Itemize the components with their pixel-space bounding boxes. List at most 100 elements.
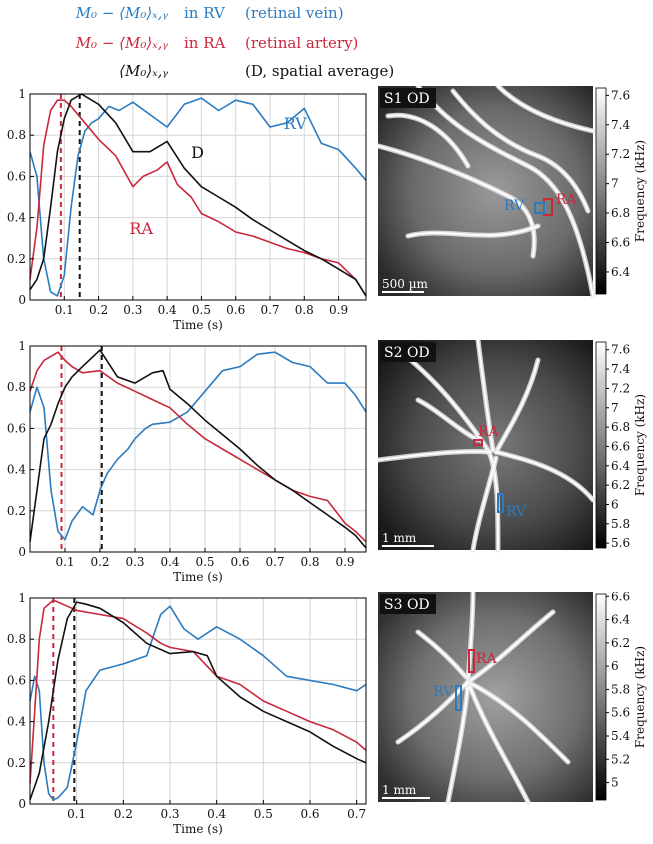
x-tick-label: 0.4 (207, 807, 226, 821)
colorbar-tick-label: 6 (611, 659, 619, 673)
vessel-core (472, 457, 497, 551)
colorbar-tick-label: 7 (611, 177, 619, 191)
vessel-core (467, 611, 554, 683)
x-tick-label: 0.7 (260, 303, 279, 317)
x-tick-label: 0.5 (254, 807, 273, 821)
vessel-core (495, 359, 539, 453)
legend-row-rv: M₀ − ⟨M₀⟩ₓ,ᵧ in RV (retinal vein) (0, 4, 653, 28)
x-tick-label: 0.9 (329, 303, 348, 317)
rv-label: RV (433, 684, 454, 700)
series-annotation: D (191, 143, 204, 162)
colorbar-tick-label: 6.6 (611, 236, 630, 250)
x-tick-label: 0.6 (226, 303, 245, 317)
legend-formula: ⟨M₀⟩ₓ,ᵧ (119, 62, 168, 80)
eye-label: S3 OD (384, 597, 430, 613)
frequency-map-s2: S2 OD RA RV 1 mm 7.6 7.4 7.2 7 6.8 6.6 6.4 6.2 6 5.8 5… (378, 340, 647, 553)
colorbar-tick-label: 7.6 (611, 343, 630, 357)
x-tick-label: 0.5 (192, 303, 211, 317)
rv-roi-box (497, 493, 504, 513)
colorbar-tick-label: 6.2 (611, 478, 630, 492)
y-tick-label: 0.4 (7, 463, 26, 477)
colorbar-tick-label: 5.2 (611, 752, 630, 766)
y-tick-label: 0.2 (7, 504, 26, 518)
vessel-core (495, 451, 594, 501)
y-tick-label: 1 (18, 591, 26, 605)
colorbar-tick-label: 6 (611, 497, 619, 511)
ra-roi-box (473, 439, 483, 446)
vessel-core (469, 686, 529, 803)
x-tick-label: 0.3 (125, 555, 144, 569)
vessel-core (417, 86, 594, 297)
y-tick-label: 0.8 (7, 380, 26, 394)
colorbar (595, 341, 607, 549)
y-tick-label: 0.2 (7, 756, 26, 770)
legend-description: (D, spatial average) (245, 62, 395, 80)
vessel-core (497, 86, 594, 132)
y-tick-label: 0 (18, 545, 26, 559)
doppler-image (378, 86, 596, 299)
series-line-d (29, 93, 367, 297)
colorbar-tick-label: 5.6 (611, 536, 630, 550)
y-tick-label: 0.8 (7, 632, 26, 646)
x-tick-label: 0.7 (265, 555, 284, 569)
x-tick-label: 0.7 (347, 807, 366, 821)
scale-bar-label: 1 mm (382, 783, 417, 797)
x-tick-label: 0.5 (195, 555, 214, 569)
colorbar-tick-label: 7.4 (611, 118, 630, 132)
x-axis-label: Time (s) (173, 822, 223, 836)
frequency-map-s1: S1 OD RA RV 500 µm 7.6 7.4 7.2 7 6.8 6.6 6.4 Freque… (378, 86, 647, 299)
y-tick-label: 0.6 (7, 169, 26, 183)
colorbar-tick-label: 5.8 (611, 682, 630, 696)
legend: M₀ − ⟨M₀⟩ₓ,ᵧ in RV (retinal vein) M₀ − ⟨… (0, 0, 653, 88)
frequency-map-s3: S3 OD RA RV 1 mm 6.6 6.4 6.2 6 5.8 5.6 5.4 5.2 5 Freq… (378, 592, 647, 805)
x-tick-label: 0.1 (55, 303, 74, 317)
rv-roi-box (534, 202, 545, 214)
y-tick-label: 0.6 (7, 673, 26, 687)
eye-label: S1 OD (384, 91, 430, 107)
rv-roi-box (455, 685, 462, 711)
series-annotation: RV (284, 114, 307, 133)
colorbar-tick-label: 5 (611, 776, 619, 790)
x-tick-label: 0.6 (300, 807, 319, 821)
y-tick-label: 0.2 (7, 252, 26, 266)
colorbar (595, 593, 607, 801)
colorbar-tick-label: 7.4 (611, 362, 630, 376)
doppler-image (378, 592, 593, 805)
vessel-core (467, 681, 569, 763)
legend-row-d: ⟨M₀⟩ₓ,ᵧ (D, spatial average) (0, 62, 653, 86)
colorbar-tick-label: 6.4 (611, 459, 630, 473)
ra-label: RA (476, 651, 498, 667)
scale-bar-label: 1 mm (382, 531, 417, 545)
x-axis-label: Time (s) (173, 570, 223, 584)
colorbar-tick-label: 7.6 (611, 88, 630, 102)
rv-label: RV (506, 504, 527, 520)
legend-description: (retinal artery) (245, 34, 359, 52)
series-line-ra (29, 351, 367, 543)
time-series-chart-s2: 0.1 0.2 0.3 0.4 0.5 0.6 0.7 0.8 0.9 0 0.2 0.4 0.6 0.8… (7, 339, 367, 584)
colorbar-tick-label: 7.2 (611, 381, 630, 395)
vessel-core (387, 114, 469, 167)
x-tick-label: 0.6 (230, 555, 249, 569)
series-annotation: RA (129, 219, 153, 238)
vessel-core (417, 631, 467, 678)
eye-label-box (380, 594, 436, 614)
y-tick-label: 0.4 (7, 211, 26, 225)
series-line-d (29, 349, 367, 549)
time-series-chart-s1: 0.1 0.2 0.3 0.4 0.5 0.6 0.7 0.8 0.9 0 0.2 0.4 0.6 0.8… (7, 87, 367, 332)
legend-location: in RA (184, 34, 226, 52)
plot-frame (29, 597, 367, 805)
doppler-image (378, 340, 596, 553)
colorbar-tick-label: 5.6 (611, 706, 630, 720)
colorbar-tick-label: 6.8 (611, 420, 630, 434)
colorbar (595, 87, 607, 295)
colorbar-tick-label: 6.4 (611, 265, 630, 279)
y-tick-label: 0.8 (7, 128, 26, 142)
vessel-core (407, 225, 539, 237)
legend-description: (retinal vein) (245, 4, 344, 22)
x-tick-label: 0.4 (158, 303, 177, 317)
legend-formula: M₀ − ⟨M₀⟩ₓ,ᵧ (75, 4, 168, 22)
x-axis-label: Time (s) (173, 318, 223, 332)
colorbar-tick-label: 6.4 (611, 613, 630, 627)
x-tick-label: 0.4 (160, 555, 179, 569)
vessel-core (417, 399, 479, 441)
